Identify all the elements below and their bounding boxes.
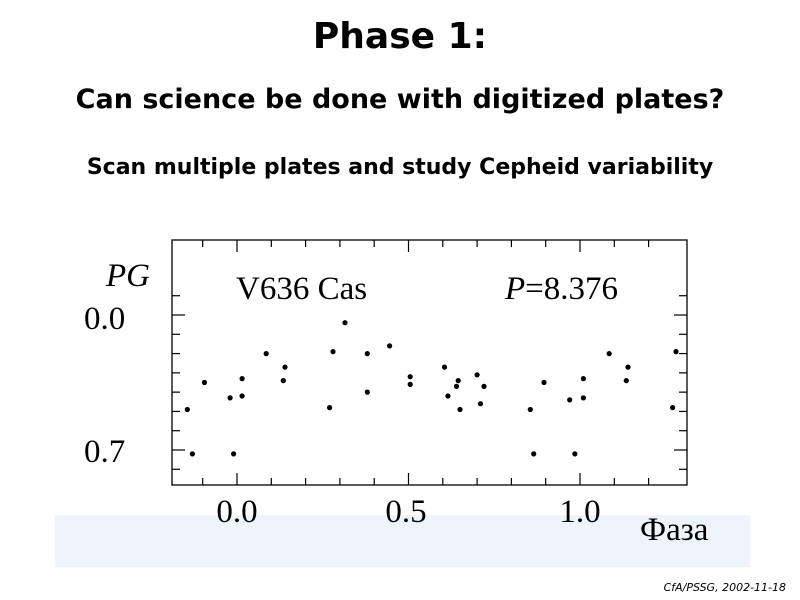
y-axis-label: PG <box>105 258 150 294</box>
plot-frame <box>171 239 688 486</box>
data-point <box>457 406 463 413</box>
data-point <box>625 364 631 370</box>
data-point <box>606 351 612 357</box>
data-point <box>239 393 245 399</box>
data-point <box>342 320 348 326</box>
data-point <box>330 349 336 355</box>
data-point <box>364 351 370 357</box>
period-label: P=8.376 <box>504 271 618 307</box>
x-tick-label-1: 0.5 <box>385 494 426 530</box>
slide-title: Phase 1: <box>312 16 488 57</box>
data-point <box>407 381 413 387</box>
data-point <box>263 351 269 357</box>
slide-subtitle: Can science be done with digitized plate… <box>75 84 725 115</box>
data-point <box>201 379 207 386</box>
data-point <box>673 349 679 355</box>
data-point <box>445 393 451 399</box>
caption-background-band <box>55 515 750 567</box>
data-point <box>189 451 195 457</box>
data-point <box>387 343 393 349</box>
data-point <box>567 397 573 403</box>
data-point <box>477 401 484 407</box>
data-point <box>407 374 413 380</box>
data-points <box>184 320 679 457</box>
y-tick-label-1: 0.7 <box>84 434 125 470</box>
data-point <box>455 378 461 384</box>
footer-credit: CfA/PSSG, 2002-11-18 <box>663 581 786 594</box>
period-value: =8.376 <box>525 271 618 307</box>
y-tick-label-0: 0.0 <box>84 301 125 337</box>
data-point <box>184 406 190 413</box>
data-point <box>227 395 233 401</box>
data-point <box>239 376 245 382</box>
data-point <box>527 406 533 413</box>
data-point <box>327 405 333 411</box>
data-point <box>231 451 237 457</box>
data-point <box>623 378 629 384</box>
data-point <box>531 451 537 457</box>
data-point <box>572 451 578 457</box>
data-point <box>670 405 676 411</box>
x-axis-label: Фаза <box>640 512 709 548</box>
axis-ticks <box>172 240 687 485</box>
x-tick-label-2: 1.0 <box>559 494 600 530</box>
data-point <box>453 383 460 389</box>
data-point <box>474 372 480 378</box>
data-point <box>280 378 286 384</box>
period-symbol: P <box>504 271 525 307</box>
data-point <box>364 389 370 395</box>
x-tick-label-0: 0.0 <box>216 494 257 530</box>
data-point <box>282 364 288 370</box>
data-point <box>481 383 487 389</box>
slide-subtitle-secondary: Scan multiple plates and study Cepheid v… <box>86 155 714 180</box>
data-point <box>541 379 547 386</box>
data-point <box>580 395 587 401</box>
data-point <box>441 364 448 370</box>
star-name-label: V636 Cas <box>236 271 367 307</box>
data-point <box>580 376 587 382</box>
